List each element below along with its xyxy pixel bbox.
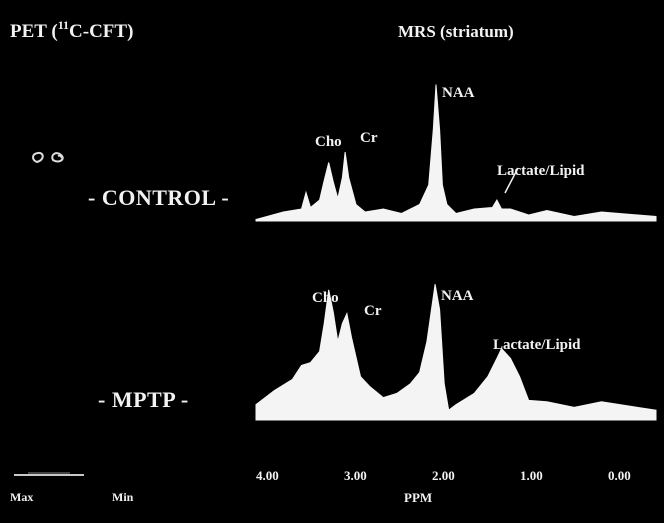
spectrum-area-mptp	[255, 284, 657, 421]
x-tick-label: 1.00	[520, 468, 543, 483]
spectrum-mptp	[255, 284, 657, 421]
spectrum-control	[255, 84, 657, 222]
x-axis-title: PPM	[404, 490, 433, 505]
peak-label-naa-control: NAA	[442, 85, 475, 101]
row-label-control: - CONTROL -	[88, 185, 230, 210]
row-label-mptp: - MPTP -	[98, 387, 189, 412]
peak-label-naa-mptp: NAA	[441, 288, 474, 304]
peak-label-cr-control: Cr	[360, 130, 378, 146]
scale-label-min: Min	[112, 490, 134, 504]
peak-label-lactate-mptp: Lactate/Lipid	[493, 337, 581, 353]
peak-label-lactate-control: Lactate/Lipid	[497, 163, 585, 179]
pet-title: PET (11C-CFT)	[10, 18, 134, 42]
peak-label-cr-mptp: Cr	[364, 303, 382, 319]
pet-scale-bar	[14, 472, 84, 476]
spectrum-area-control	[255, 84, 657, 222]
x-tick-label: 2.00	[432, 468, 455, 483]
mrs-title: MRS (striatum)	[398, 22, 514, 41]
peak-label-cho-control: Cho	[315, 134, 342, 150]
x-tick-label: 3.00	[344, 468, 367, 483]
pet-image-control	[32, 151, 64, 164]
peak-label-cho-mptp: Cho	[312, 290, 339, 306]
lactate-pointer	[504, 167, 519, 194]
x-tick-label: 4.00	[256, 468, 279, 483]
scale-label-max: Max	[10, 490, 34, 504]
x-tick-label: 0.00	[608, 468, 631, 483]
